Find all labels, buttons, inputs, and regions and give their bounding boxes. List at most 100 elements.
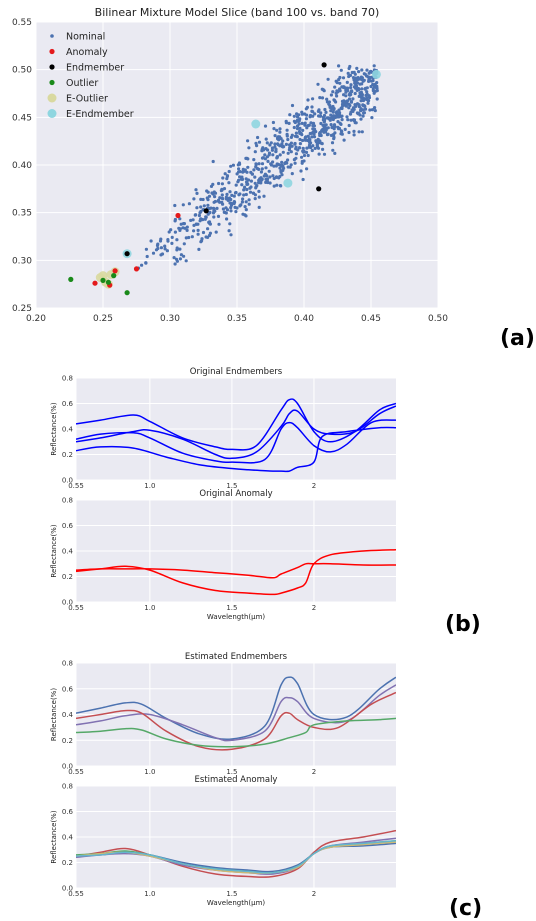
- y-tick-label: 0.30: [12, 256, 32, 266]
- nominal-point: [240, 177, 244, 181]
- nominal-point: [212, 200, 216, 204]
- nominal-point: [360, 130, 364, 134]
- nominal-point: [226, 198, 230, 202]
- nominal-point: [342, 138, 346, 142]
- nominal-point: [232, 201, 236, 206]
- point-outlier: [105, 279, 111, 285]
- series-line-0: [76, 676, 396, 741]
- nominal-point: [269, 162, 273, 166]
- nominal-point: [303, 112, 307, 116]
- nominal-point: [339, 122, 343, 126]
- nominal-point: [345, 80, 349, 84]
- nominal-point: [267, 169, 271, 173]
- nominal-point: [301, 146, 305, 150]
- nominal-point: [329, 123, 333, 127]
- nominal-point: [170, 235, 174, 239]
- nominal-point: [295, 134, 299, 138]
- x-tick-label: 0.55: [68, 482, 84, 490]
- point-e-endmember: [283, 178, 293, 188]
- nominal-point: [329, 113, 333, 117]
- nominal-point: [309, 121, 313, 125]
- nominal-point: [261, 156, 265, 160]
- nominal-point: [173, 230, 177, 234]
- nominal-point: [240, 200, 244, 204]
- nominal-point: [355, 66, 359, 70]
- nominal-point: [287, 121, 291, 125]
- y-tick-label: 0.50: [12, 66, 32, 76]
- nominal-point: [317, 152, 321, 156]
- nominal-point: [255, 184, 259, 188]
- nominal-point: [318, 139, 322, 143]
- nominal-point: [296, 119, 300, 123]
- nominal-point: [230, 193, 234, 197]
- nominal-point: [312, 135, 317, 139]
- nominal-point: [235, 172, 239, 176]
- nominal-point: [220, 193, 224, 197]
- nominal-point: [246, 157, 250, 161]
- nominal-point: [300, 121, 304, 125]
- nominal-point: [359, 117, 363, 121]
- series-line-0: [76, 398, 396, 451]
- nominal-point: [321, 123, 325, 127]
- nominal-point: [347, 106, 351, 110]
- chart-title: Estimated Anomaly: [195, 775, 278, 785]
- nominal-point: [310, 135, 314, 139]
- nominal-point: [170, 241, 174, 245]
- nominal-point: [182, 242, 186, 246]
- nominal-point: [332, 137, 336, 141]
- legend-label: E-Endmember: [66, 109, 134, 120]
- nominal-point: [347, 130, 351, 135]
- nominal-point: [244, 192, 248, 197]
- legend-label: Endmember: [66, 63, 124, 74]
- nominal-point: [322, 113, 327, 118]
- point-endmember: [321, 62, 327, 68]
- nominal-point: [290, 172, 294, 176]
- nominal-point: [278, 153, 282, 157]
- nominal-point: [340, 105, 344, 110]
- y-tick-label: 0.0: [62, 885, 73, 893]
- nominal-point: [302, 149, 306, 153]
- nominal-point: [345, 99, 350, 103]
- y-tick-label: 0.25: [12, 304, 32, 314]
- nominal-point: [302, 153, 307, 158]
- panel-label-a: (a): [500, 326, 535, 351]
- nominal-point: [266, 159, 270, 163]
- nominal-point: [169, 228, 173, 232]
- series-line-3: [76, 717, 396, 748]
- nominal-point: [371, 89, 375, 93]
- nominal-point: [285, 161, 289, 165]
- y-tick-label: 0.2: [62, 573, 73, 581]
- point-anomaly: [175, 212, 181, 219]
- nominal-point: [344, 89, 348, 93]
- nominal-point: [331, 148, 335, 152]
- nominal-point: [140, 263, 144, 267]
- y-tick-label: 0.6: [62, 400, 74, 408]
- nominal-point: [288, 144, 292, 148]
- nominal-point: [303, 135, 307, 139]
- nominal-point: [204, 215, 208, 219]
- nominal-point: [337, 112, 341, 116]
- point-e-endmember: [251, 119, 261, 129]
- x-axis-label: Wavelength(μm): [207, 613, 266, 621]
- y-tick-label: 0.4: [62, 711, 74, 719]
- nominal-point: [328, 103, 332, 108]
- nominal-point: [298, 126, 302, 130]
- nominal-point: [184, 236, 188, 240]
- nominal-point: [202, 204, 206, 208]
- nominal-point: [293, 142, 297, 146]
- panel-label-c: (c): [449, 896, 482, 921]
- nominal-point: [263, 172, 267, 176]
- x-axis-label: Wavelength(μm): [207, 899, 266, 907]
- nominal-point: [196, 228, 200, 232]
- nominal-point: [234, 183, 238, 187]
- nominal-point: [340, 103, 345, 107]
- nominal-point: [362, 111, 366, 115]
- nominal-point: [207, 194, 212, 198]
- nominal-point: [300, 161, 304, 165]
- nominal-point: [352, 133, 356, 137]
- nominal-point: [337, 127, 341, 131]
- series-line-5: [76, 840, 396, 874]
- nominal-point: [229, 233, 233, 237]
- nominal-point: [254, 141, 258, 145]
